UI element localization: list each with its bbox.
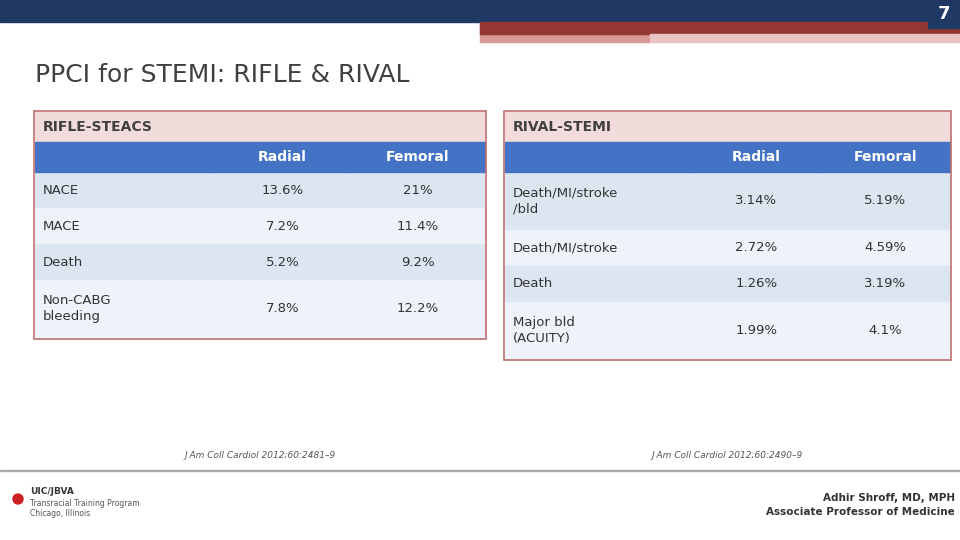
- Bar: [692, 142, 821, 172]
- Bar: [692, 302, 821, 359]
- Text: Associate Professor of Medicine: Associate Professor of Medicine: [766, 507, 955, 517]
- Text: 11.4%: 11.4%: [396, 219, 439, 233]
- Bar: [821, 266, 950, 302]
- Bar: [821, 142, 950, 172]
- Bar: [215, 172, 350, 208]
- Text: Femoral: Femoral: [386, 150, 449, 164]
- Bar: [350, 142, 485, 172]
- Bar: [505, 142, 692, 172]
- Text: Death: Death: [513, 277, 553, 290]
- Text: Death/MI/stroke: Death/MI/stroke: [513, 241, 618, 254]
- Text: 1.99%: 1.99%: [735, 324, 778, 337]
- Bar: [505, 302, 692, 359]
- Text: Death: Death: [43, 255, 84, 268]
- Bar: [215, 208, 350, 244]
- Bar: [35, 172, 215, 208]
- Text: Major bld
(ACUITY): Major bld (ACUITY): [513, 316, 575, 345]
- Bar: [350, 208, 485, 244]
- Bar: [480, 22, 650, 42]
- Text: 21%: 21%: [402, 184, 432, 197]
- Text: Radial: Radial: [258, 150, 307, 164]
- Text: 3.14%: 3.14%: [735, 194, 778, 207]
- Text: 3.19%: 3.19%: [864, 277, 906, 290]
- Text: 9.2%: 9.2%: [400, 255, 434, 268]
- Bar: [34, 111, 486, 339]
- Text: 13.6%: 13.6%: [261, 184, 303, 197]
- Text: Chicago, Illinois: Chicago, Illinois: [30, 510, 90, 518]
- Text: RIFLE-STEACS: RIFLE-STEACS: [43, 120, 153, 134]
- Bar: [821, 302, 950, 359]
- Text: Radial: Radial: [732, 150, 780, 164]
- Text: UIC/JBVA: UIC/JBVA: [30, 488, 74, 496]
- Text: 5.19%: 5.19%: [864, 194, 906, 207]
- Bar: [504, 111, 951, 360]
- Text: Adhir Shroff, MD, MPH: Adhir Shroff, MD, MPH: [823, 493, 955, 503]
- Text: 4.59%: 4.59%: [864, 241, 906, 254]
- Text: 7.2%: 7.2%: [266, 219, 300, 233]
- Bar: [35, 244, 215, 280]
- Bar: [350, 244, 485, 280]
- Text: 4.1%: 4.1%: [869, 324, 902, 337]
- Text: PPCI for STEMI: RIFLE & RIVAL: PPCI for STEMI: RIFLE & RIVAL: [35, 63, 410, 87]
- Text: NACE: NACE: [43, 184, 79, 197]
- Text: 12.2%: 12.2%: [396, 302, 439, 315]
- Bar: [35, 280, 215, 338]
- Bar: [480, 22, 960, 34]
- Bar: [505, 172, 692, 229]
- Text: 7: 7: [938, 5, 950, 23]
- Bar: [215, 280, 350, 338]
- Bar: [928, 0, 960, 28]
- Text: 5.2%: 5.2%: [266, 255, 300, 268]
- Bar: [215, 142, 350, 172]
- Bar: [35, 208, 215, 244]
- Bar: [0, 470, 960, 471]
- Bar: [692, 172, 821, 229]
- Text: J Am Coll Cardiol 2012;60:2481–9: J Am Coll Cardiol 2012;60:2481–9: [184, 450, 336, 460]
- Text: Death/MI/stroke
/bld: Death/MI/stroke /bld: [513, 186, 618, 215]
- Bar: [35, 112, 485, 142]
- Bar: [350, 172, 485, 208]
- Text: RIVAL-STEMI: RIVAL-STEMI: [513, 120, 612, 134]
- Bar: [505, 230, 692, 266]
- Text: Non-CABG
bleeding: Non-CABG bleeding: [43, 294, 111, 323]
- Bar: [0, 0, 960, 22]
- Bar: [505, 112, 950, 142]
- Text: J Am Coll Cardiol 2012;60:2490–9: J Am Coll Cardiol 2012;60:2490–9: [652, 450, 804, 460]
- Bar: [505, 266, 692, 302]
- Bar: [821, 230, 950, 266]
- Text: Femoral: Femoral: [853, 150, 917, 164]
- Text: 7.8%: 7.8%: [266, 302, 300, 315]
- Text: 1.26%: 1.26%: [735, 277, 778, 290]
- Text: MACE: MACE: [43, 219, 81, 233]
- Bar: [692, 230, 821, 266]
- Bar: [650, 34, 960, 42]
- Text: 2.72%: 2.72%: [735, 241, 778, 254]
- Bar: [692, 266, 821, 302]
- Text: Transracial Training Program: Transracial Training Program: [30, 500, 139, 509]
- Bar: [821, 172, 950, 229]
- Bar: [215, 244, 350, 280]
- Circle shape: [13, 494, 23, 504]
- Bar: [350, 280, 485, 338]
- Bar: [35, 142, 215, 172]
